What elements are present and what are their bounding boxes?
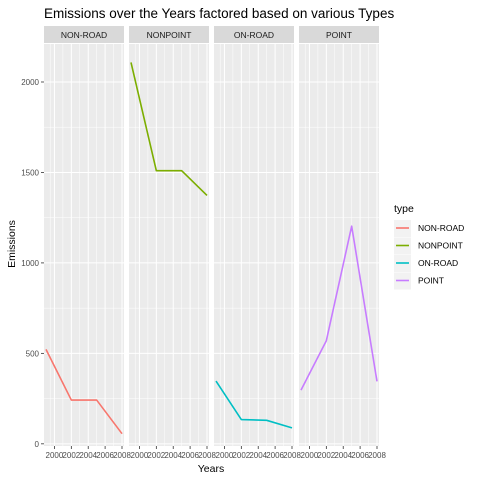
x-axis: 2000 2002 2004 2006 2008 2000 2002 2004 2006 2008… — [46, 446, 387, 460]
chart-title: Emissions over the Years factored based … — [44, 6, 394, 21]
legend-label: NON-ROAD — [418, 223, 464, 233]
legend-label: ON-ROAD — [418, 258, 458, 268]
x-tick-label: 2008 — [198, 451, 216, 460]
y-axis: 0 500 1000 1500 2000 — [21, 78, 44, 449]
x-tick-label: 2000 — [301, 451, 319, 460]
legend-label: NONPOINT — [418, 241, 463, 251]
x-tick-label: 2008 — [283, 451, 301, 460]
facet-strip-label: NON-ROAD — [61, 30, 107, 40]
x-tick-label: 2004 — [164, 451, 182, 460]
x-tick-label: 2006 — [266, 451, 284, 460]
y-tick-label: 2000 — [21, 78, 39, 87]
x-tick-label: 2008 — [368, 451, 386, 460]
facet-point: POINT — [299, 26, 379, 446]
facets: NON-ROAD NONPOINT ON-ROAD POINT — [44, 26, 379, 446]
legend-label: POINT — [418, 276, 444, 286]
y-axis-title: Emissions — [6, 220, 18, 268]
x-tick-label: 2000 — [46, 451, 64, 460]
x-tick-label: 2008 — [113, 451, 131, 460]
legend-item-non-road: NON-ROAD — [394, 220, 464, 237]
x-tick-label: 2006 — [181, 451, 199, 460]
x-tick-label: 2002 — [232, 451, 250, 460]
y-tick-label: 500 — [26, 349, 40, 358]
x-tick-label: 2004 — [334, 451, 352, 460]
x-tick-label: 2000 — [216, 451, 234, 460]
y-tick-label: 1000 — [21, 259, 39, 268]
facet-strip-label: NONPOINT — [147, 30, 192, 40]
y-tick-label: 0 — [35, 440, 40, 449]
x-tick-label: 2002 — [62, 451, 80, 460]
legend-item-on-road: ON-ROAD — [394, 255, 458, 272]
facet-non-road: NON-ROAD — [44, 26, 124, 446]
x-tick-label: 2006 — [96, 451, 114, 460]
panel-background — [44, 44, 124, 446]
facet-strip-label: ON-ROAD — [234, 30, 274, 40]
x-tick-label: 2002 — [317, 451, 335, 460]
legend-title: type — [394, 203, 414, 215]
facet-nonpoint: NONPOINT — [129, 26, 209, 446]
legend: type NON-ROAD NONPOINT ON-ROAD POINT — [394, 203, 464, 290]
x-tick-label: 2004 — [79, 451, 97, 460]
x-tick-label: 2006 — [351, 451, 369, 460]
facet-on-road: ON-ROAD — [214, 26, 294, 446]
legend-item-point: POINT — [394, 273, 444, 290]
panel-background — [299, 44, 379, 446]
x-tick-label: 2002 — [147, 451, 165, 460]
panel-background — [214, 44, 294, 446]
facet-strip-label: POINT — [326, 30, 352, 40]
x-tick-label: 2004 — [249, 451, 267, 460]
x-axis-title: Years — [198, 463, 224, 475]
x-tick-label: 2000 — [131, 451, 149, 460]
y-tick-label: 1500 — [21, 168, 39, 177]
legend-item-nonpoint: NONPOINT — [394, 238, 463, 255]
